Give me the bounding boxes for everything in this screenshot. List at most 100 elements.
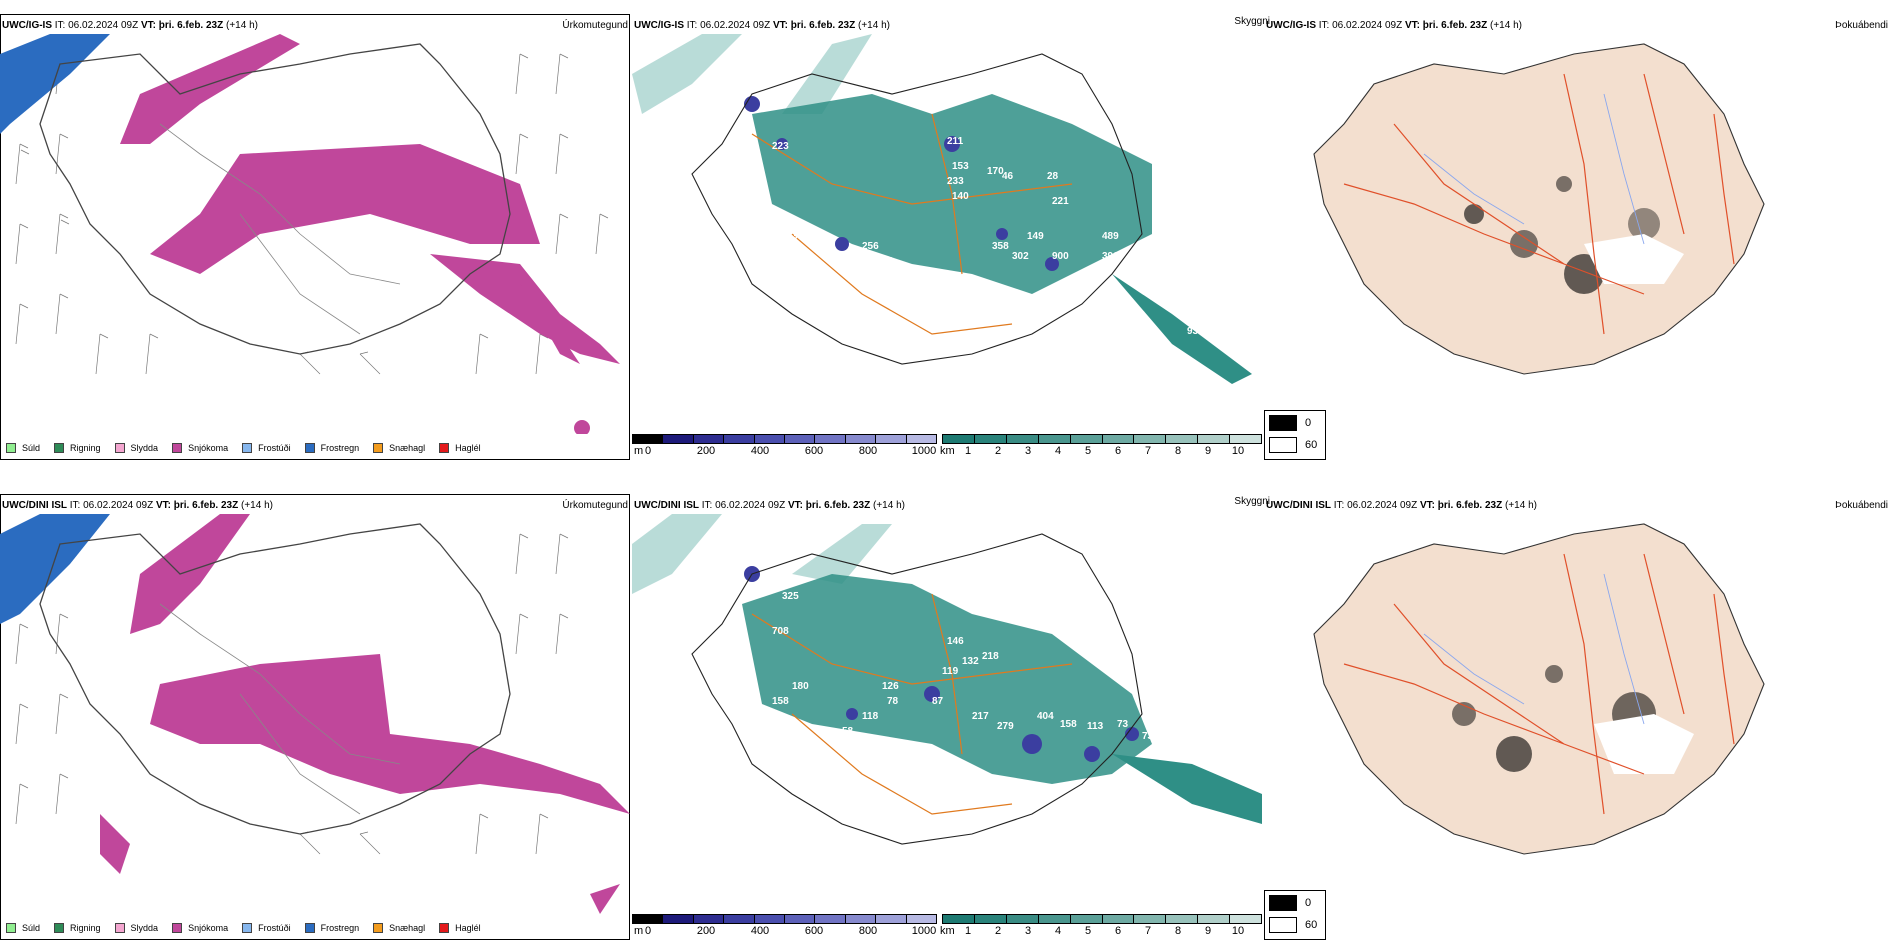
roads [159,123,401,335]
legend-swatch [114,923,125,933]
panel-header: UWC/IG-IS IT: 06.02.2024 09Z VT: þri. 6.… [2,20,258,31]
legend-swatch [1269,917,1297,933]
valid-time: VT: þri. 6.feb. 23Z [787,500,871,511]
visibility-label: 325 [782,591,799,602]
colorbar-tick: 5 [1084,445,1092,457]
roads [159,603,401,815]
legend-item: Snjókoma [172,920,228,936]
colorbar-tick: 6 [1114,445,1122,457]
visibility-labels: 325 708 180 158 126 78 118 58 87 217 279… [772,591,1159,742]
field-name: Þokuábendi [1835,500,1888,511]
visibility-label: 900 [1052,251,1069,262]
low-ceiling-areas [744,96,1059,271]
forecast-row-dini-isl: UWC/DINI ISL IT: 06.02.2024 09Z VT: þri.… [0,480,1900,950]
visibility-panel: UWC/IG-IS IT: 06.02.2024 09Z VT: þri. 6.… [632,0,1270,470]
colorbar-cell [693,915,725,923]
valid-time: VT: þri. 6.feb. 23Z [772,20,856,31]
roads [751,593,1073,815]
fog-map [1313,43,1765,375]
field-name: Skyggni [1234,16,1270,27]
legend-label: Snæhagl [389,923,426,933]
colorbar-cell [815,435,846,443]
colorbar-tick: 0 [644,445,652,457]
init-time: IT: 06.02.2024 09Z [701,500,786,511]
visibility-label: 217 [972,711,989,722]
panel-header: UWC/DINI ISL IT: 06.02.2024 09Z VT: þri.… [634,500,905,511]
visibility-label: 489 [1102,231,1119,242]
freezing-rain-area [0,514,110,624]
colorbar-cell [876,915,907,923]
colorbar-cell [943,435,975,443]
visibility-shading [742,574,1262,824]
low-visibility-areas [632,34,872,114]
legend-label: Rigning [70,443,101,453]
model-name: UWC/IG-IS [1266,20,1316,31]
colorbar-tick: 4 [1054,445,1062,457]
forecast-row-ig-is: UWC/IG-IS IT: 06.02.2024 09Z VT: þri. 6.… [0,0,1900,470]
colorbar-unit: km [940,925,955,937]
visibility-label: 58 [842,726,854,737]
legend-label: Frostúði [258,923,291,933]
colorbar-tick: 7 [1144,925,1152,937]
colorbar-tick: 1 [964,445,972,457]
visibility-label: 218 [982,651,999,662]
coastline [39,43,511,355]
colorbar-ticks: m 0 200 400 600 800 1000 [632,924,937,937]
lead-time: (+14 h) [1505,500,1537,511]
visibility-colorbar: km 1 2 3 4 5 6 7 8 9 10 [940,914,1262,937]
legend-label: Frostúði [258,443,291,453]
visibility-label: 170 [987,166,1004,177]
freezing-rain-area [0,34,110,134]
visibility-label: 211 [947,136,964,147]
precip-map [0,514,630,914]
visibility-label: 158 [1060,719,1077,730]
legend-swatch [439,443,450,453]
precip-map [0,34,620,434]
colorbar-tick: 400 [750,925,770,937]
model-name: UWC/DINI ISL [634,500,699,511]
legend-item: Snæhagl [373,920,425,936]
colorbar-cell [1006,435,1039,443]
colorbar-cells [942,914,1262,924]
colorbar-tick: 0 [644,925,652,937]
init-time: IT: 06.02.2024 09Z [54,20,139,31]
lead-time: (+14 h) [858,20,890,31]
colorbar-tick: 1000 [911,445,937,457]
legend-label: Snjókoma [188,443,229,453]
valid-time: VT: þri. 6.feb. 23Z [1404,20,1488,31]
legend-label: Haglél [455,443,481,453]
colorbar-tick: 800 [858,925,878,937]
legend-swatch [304,443,315,453]
legend-swatch [172,923,183,933]
colorbar-tick: 1 [964,925,972,937]
visibility-label: 302 [1012,251,1029,262]
precip-type-panel: UWC/DINI ISL IT: 06.02.2024 09Z VT: þri.… [0,480,632,950]
colorbar-tick: 5 [1084,925,1092,937]
init-time: IT: 06.02.2024 09Z [686,20,771,31]
colorbar-cell [906,435,937,443]
field-name: Skyggni [1234,496,1270,507]
colorbar-tick: 600 [804,925,824,937]
legend-swatch [54,443,65,453]
colorbar-cell [785,915,816,923]
colorbar-cell [815,915,846,923]
panel-header: UWC/IG-IS IT: 06.02.2024 09Z VT: þri. 6.… [634,20,890,31]
visibility-map: 223 256 334 68 206 204 221 358 302 900 4… [632,34,1252,384]
valid-time: VT: þri. 6.feb. 23Z [140,20,224,31]
rivers [1423,573,1645,725]
colorbar-cell [1070,915,1103,923]
legend-label: Haglél [455,923,481,933]
colorbar-cell [1070,435,1103,443]
field-name: Úrkomutegund [562,500,628,511]
legend-label: 60 [1305,439,1318,451]
visibility-label: 708 [772,626,789,637]
colorbar-cell [754,915,786,923]
legend-swatch [172,443,183,453]
colorbar-cell [754,435,786,443]
colorbar-cell [876,435,907,443]
legend-swatch [114,443,125,453]
land-area [1313,523,1765,855]
roads [751,113,1073,335]
colorbar-cell [906,915,937,923]
ceiling-colorbar: m 0 200 400 600 800 1000 [632,434,937,457]
